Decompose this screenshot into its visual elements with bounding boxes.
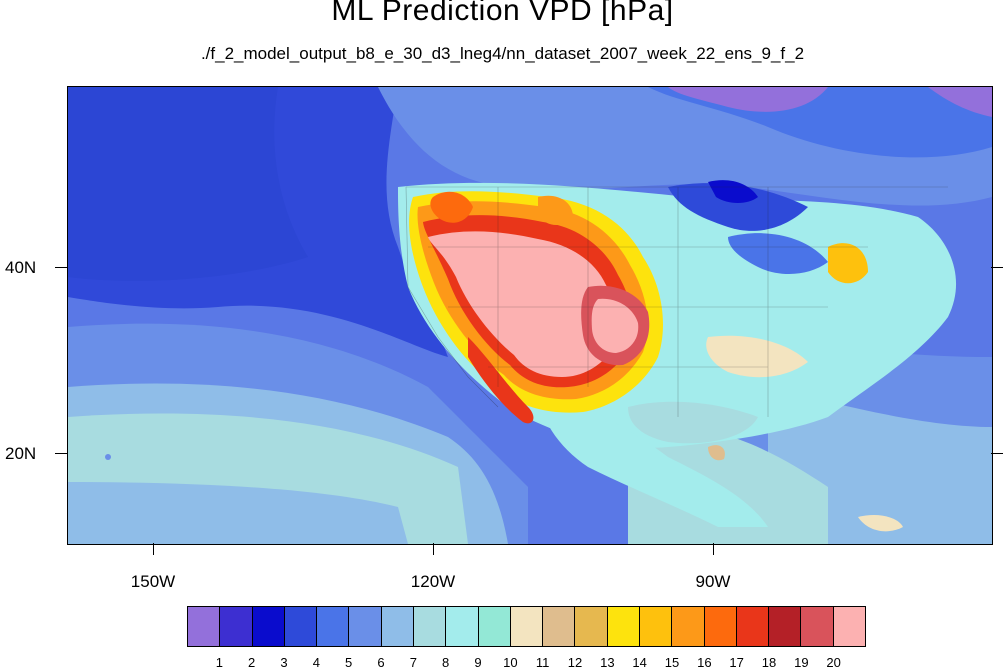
vpd-map-panel: [67, 86, 993, 545]
lat-tick-20n-right: [991, 453, 1003, 454]
lon-tick-120w: [433, 543, 434, 555]
colorbar-label-7: 7: [409, 655, 417, 670]
lat-tick-40n-right: [991, 267, 1003, 268]
colorbar-label-17: 17: [729, 655, 744, 670]
colorbar-swatch-6: [381, 607, 414, 646]
colorbar-label-1: 1: [215, 655, 223, 670]
lon-tick-150w: [153, 543, 154, 555]
colorbar-swatch-15: [672, 607, 705, 646]
colorbar-swatch-7: [413, 607, 447, 646]
colorbar-swatch-2: [252, 607, 285, 646]
lon-tick-90w: [713, 543, 714, 555]
colorbar-swatch-13: [607, 607, 640, 646]
colorbar-swatch-20: [833, 607, 865, 646]
colorbar-label-19: 19: [794, 655, 809, 670]
colorbar-swatch-9: [478, 607, 511, 646]
vpd-field: [68, 87, 992, 544]
lat-tick-20n: [55, 453, 67, 454]
colorbar-swatch-11: [543, 607, 576, 646]
lon-label-90w: 90W: [695, 572, 731, 591]
colorbar: [187, 606, 866, 647]
colorbar-swatch-19: [801, 607, 834, 646]
colorbar-swatch-18: [769, 607, 802, 646]
colorbar-swatch-8: [446, 607, 479, 646]
colorbar-swatch-17: [736, 607, 770, 646]
colorbar-label-4: 4: [312, 655, 320, 670]
lat-label-20n: 20N: [5, 444, 37, 463]
colorbar-swatch-3: [284, 607, 318, 646]
colorbar-label-13: 13: [600, 655, 615, 670]
map-subtitle: ./f_2_model_output_b8_e_30_d3_lneg4/nn_d…: [200, 44, 805, 63]
map-title: ML Prediction VPD [hPa]: [331, 0, 674, 27]
colorbar-label-14: 14: [632, 655, 647, 670]
colorbar-swatch-0: [188, 607, 221, 646]
colorbar-label-2: 2: [248, 655, 256, 670]
colorbar-label-9: 9: [474, 655, 482, 670]
lat-label-40n: 40N: [5, 258, 37, 277]
colorbar-label-18: 18: [761, 655, 777, 670]
colorbar-swatch-14: [639, 607, 673, 646]
lat-tick-40n: [55, 267, 67, 268]
colorbar-label-12: 12: [567, 655, 583, 670]
colorbar-label-20: 20: [826, 655, 841, 670]
colorbar-label-8: 8: [442, 655, 450, 670]
colorbar-label-10: 10: [503, 655, 518, 670]
colorbar-label-15: 15: [664, 655, 680, 670]
lon-label-150w: 150W: [130, 572, 176, 591]
colorbar-swatch-10: [510, 607, 544, 646]
colorbar-label-11: 11: [535, 655, 550, 670]
colorbar-swatch-12: [575, 607, 608, 646]
colorbar-label-3: 3: [280, 655, 288, 670]
colorbar-swatch-1: [220, 607, 253, 646]
colorbar-swatch-5: [349, 607, 382, 646]
colorbar-swatch-4: [317, 607, 350, 646]
colorbar-label-5: 5: [345, 655, 353, 670]
colorbar-swatch-16: [704, 607, 737, 646]
lon-label-120w: 120W: [410, 572, 456, 591]
colorbar-label-6: 6: [377, 655, 385, 670]
colorbar-label-16: 16: [697, 655, 712, 670]
